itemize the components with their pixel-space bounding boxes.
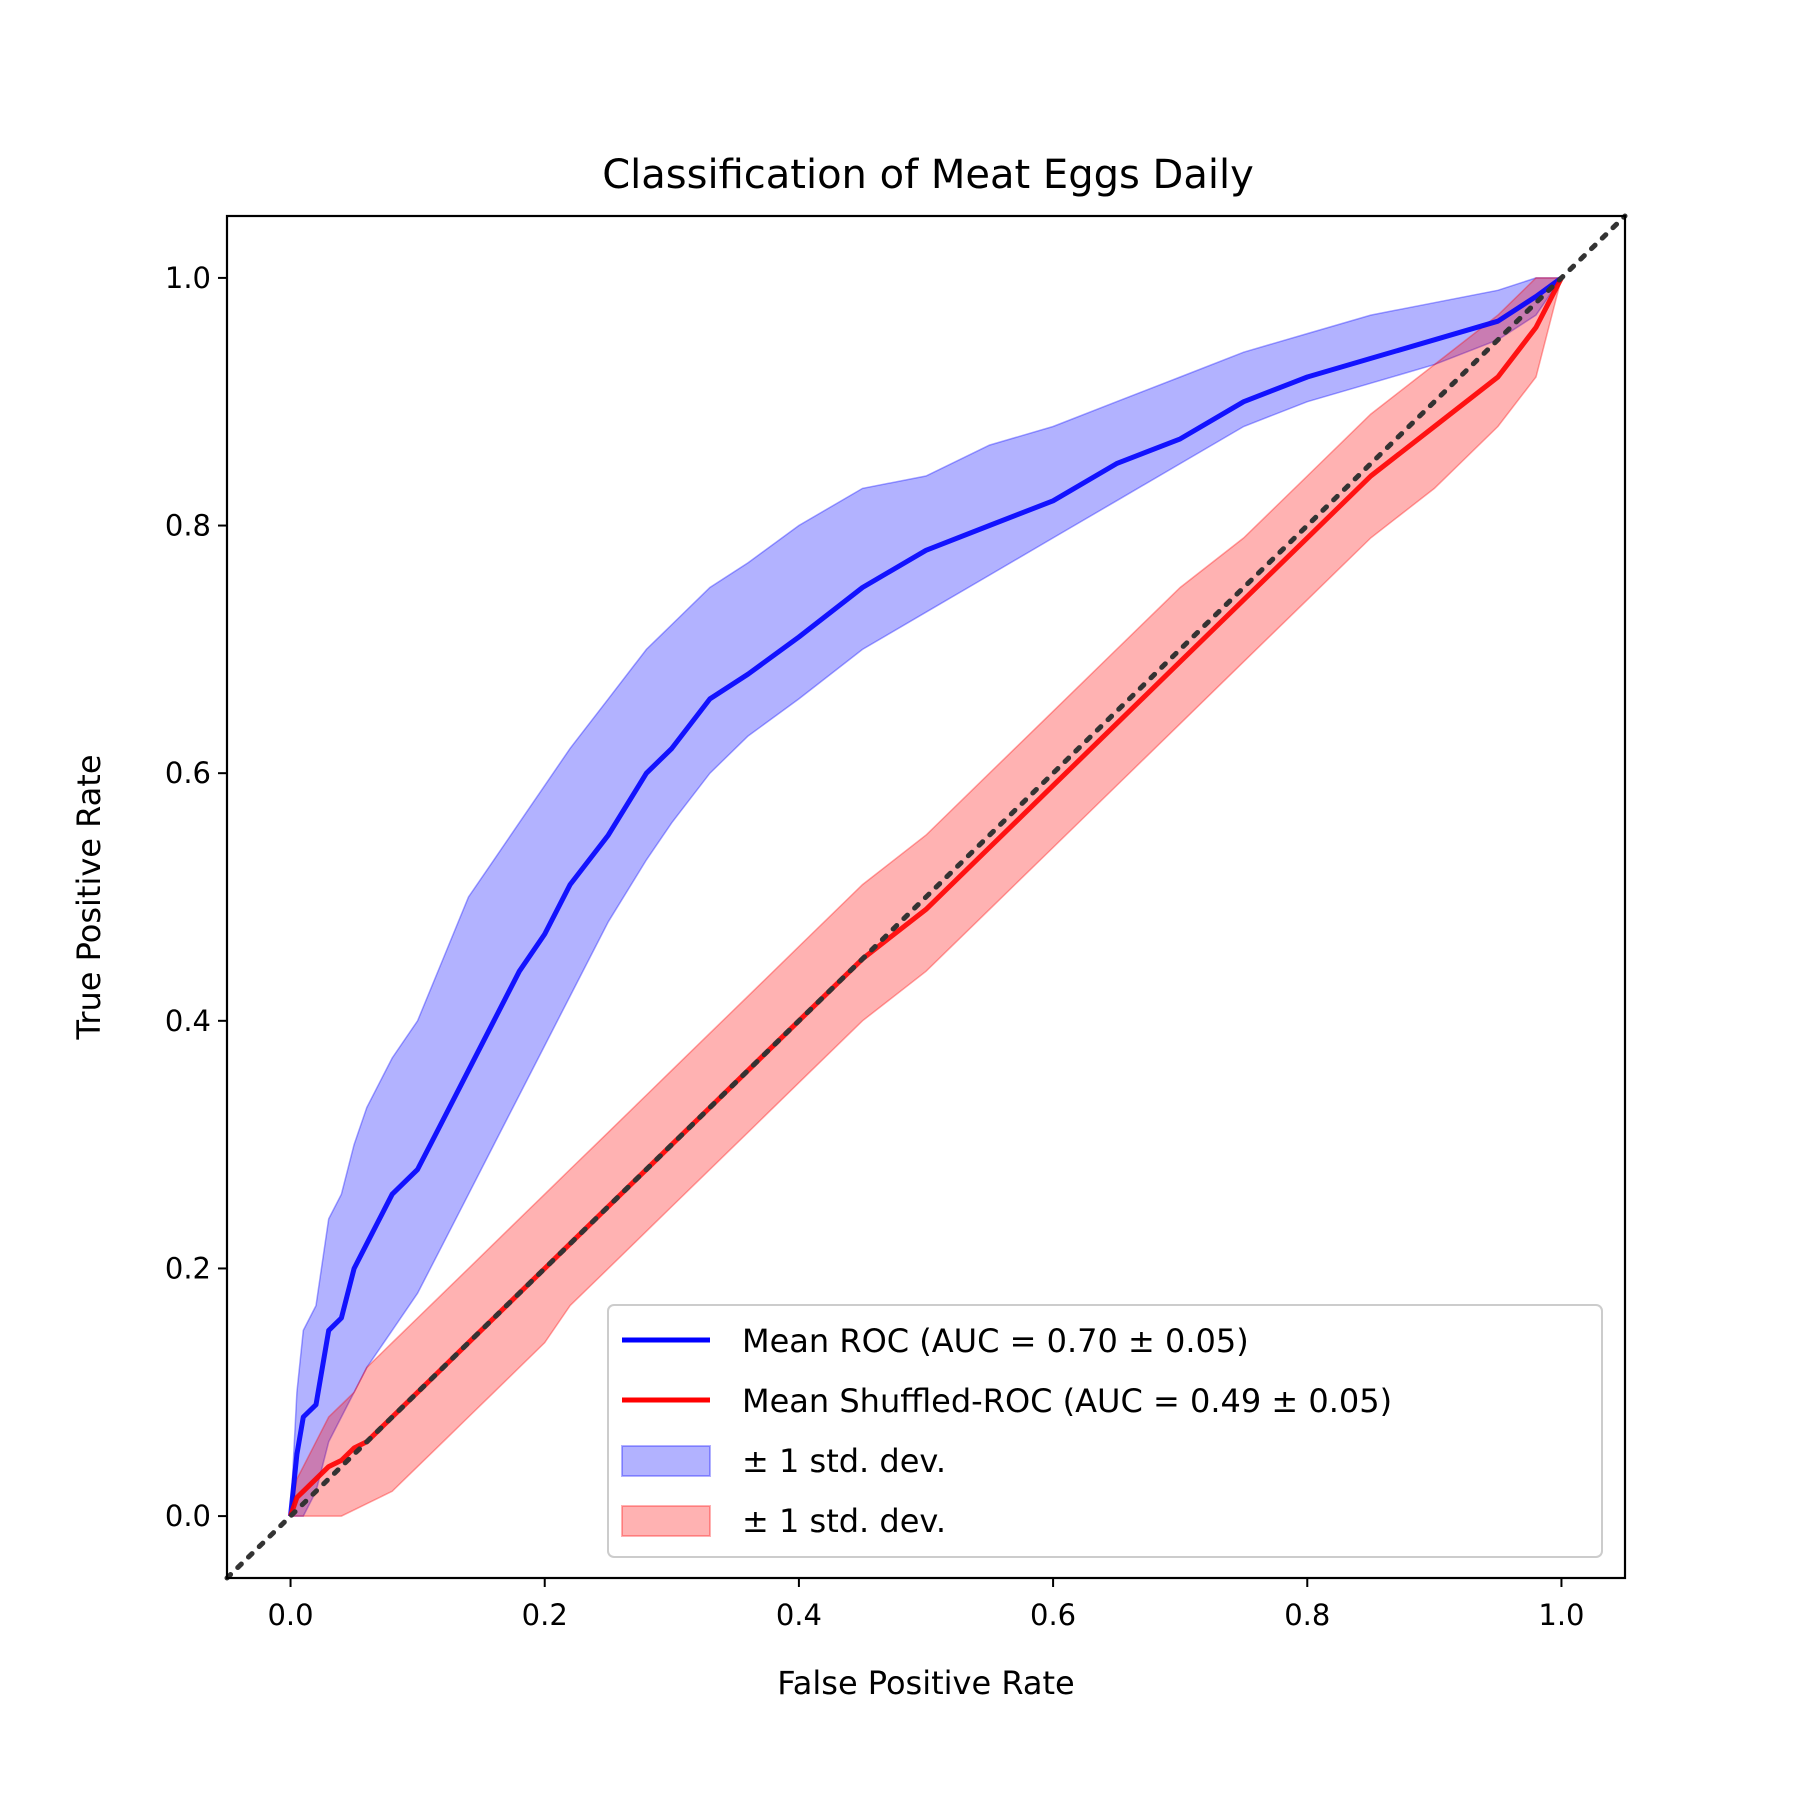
x-tick-label: 1.0 <box>1538 1598 1584 1632</box>
y-tick-label: 0.0 <box>165 1499 211 1533</box>
x-tick-label: 0.2 <box>522 1598 568 1632</box>
plot-frame <box>225 214 1627 1580</box>
y-axis-ticks: 0.0 0.2 0.4 0.6 0.8 1.0 <box>165 261 227 1533</box>
chance-reference <box>224 213 1628 1581</box>
mean-roc-line <box>288 275 1563 1517</box>
x-tick-label: 0.0 <box>267 1598 313 1632</box>
legend: Mean ROC (AUC = 0.70 ± 0.05) Mean Shuffl… <box>607 1304 1603 1558</box>
x-axis-label: False Positive Rate <box>777 1664 1074 1702</box>
legend-label-shuffled-roc: Mean Shuffled-ROC (AUC = 0.49 ± 0.05) <box>742 1382 1392 1420</box>
chart-title: Classification of Meat Eggs Daily <box>602 152 1254 198</box>
chance-diagonal-line <box>224 213 1628 1581</box>
x-tick-label: 0.8 <box>1284 1598 1330 1632</box>
y-tick-label: 0.6 <box>165 756 211 790</box>
legend-label-mean-roc: Mean ROC (AUC = 0.70 ± 0.05) <box>742 1322 1249 1360</box>
legend-box <box>607 1304 1603 1558</box>
y-axis-label: True Positive Rate <box>70 754 108 1040</box>
x-tick-label: 0.6 <box>1030 1598 1076 1632</box>
legend-label-blue-band: ± 1 std. dev. <box>742 1442 946 1480</box>
legend-swatch-red-band <box>621 1505 711 1537</box>
y-tick-label: 0.2 <box>165 1251 211 1285</box>
y-tick-label: 0.4 <box>165 1004 211 1038</box>
legend-label-red-band: ± 1 std. dev. <box>742 1502 946 1540</box>
y-tick-label: 1.0 <box>165 261 211 295</box>
legend-swatch-blue-band <box>621 1445 711 1477</box>
x-axis-ticks: 0.0 0.2 0.4 0.6 0.8 1.0 <box>267 1578 1585 1632</box>
x-tick-label: 0.4 <box>776 1598 822 1632</box>
y-tick-label: 0.8 <box>165 509 211 543</box>
